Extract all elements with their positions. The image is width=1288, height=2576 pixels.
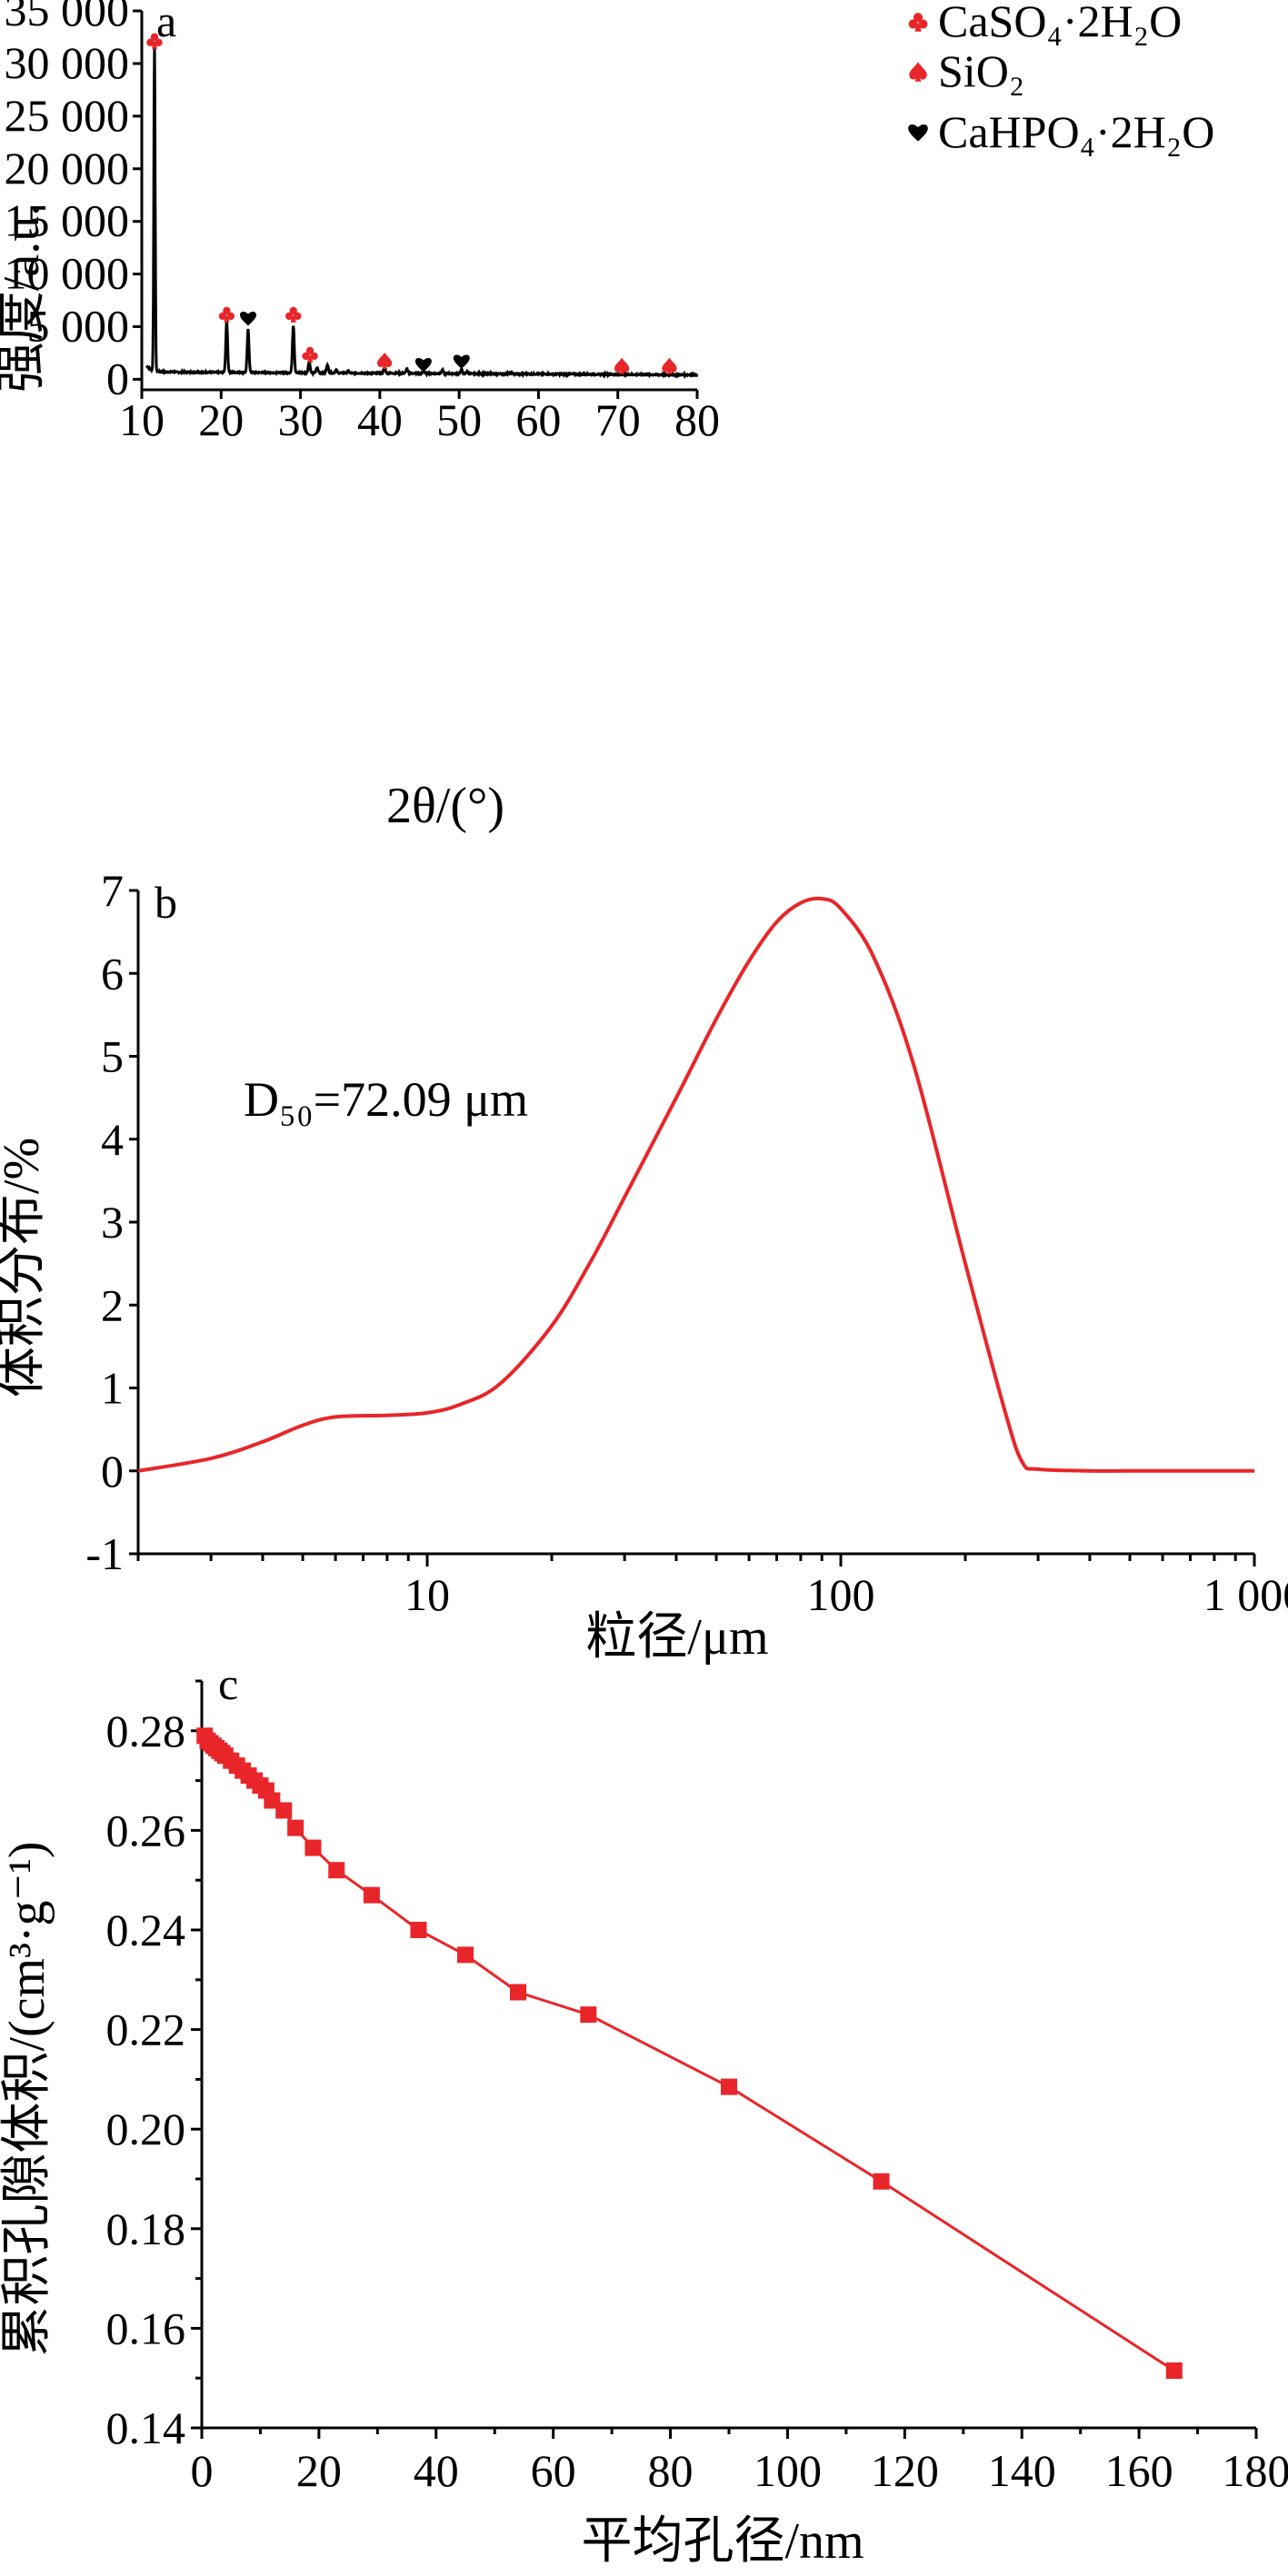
- panel-b-y-tick-label: 2: [101, 1279, 124, 1330]
- panel-a-peak-marker-club: [218, 306, 235, 323]
- panel-a-y-tick-label: 20 000: [5, 143, 130, 194]
- panel-c-pore-volume-line: [203, 1735, 1175, 2372]
- legend-entry-label: CaSO₄·2H₂O: [938, 0, 1182, 46]
- panel-c-x-tick-label: 100: [754, 2445, 822, 2496]
- panel-c-x-tick-label: 60: [531, 2445, 576, 2496]
- panel-a-y-tick-label: 15 000: [5, 195, 130, 246]
- panel-a-peak-marker-heart: [239, 312, 256, 326]
- panel-a-x-tick-label: 50: [436, 394, 482, 445]
- panel-a-peak-marker-club: [285, 306, 302, 323]
- panel-c-data-point: [873, 2173, 890, 2190]
- panel-b-y-tick-label: 0: [101, 1446, 124, 1497]
- panel-c-data-point: [410, 1922, 427, 1938]
- panel-b-d50-annotation: D₅₀=72.09 μm: [244, 1072, 528, 1127]
- panel-a-x-tick-label: 60: [515, 394, 561, 445]
- panel-c-y-tick-label: 0.18: [106, 2203, 186, 2254]
- panel-c-y-tick-label: 0.26: [106, 1805, 186, 1855]
- panel-a-y-tick-label: 10 000: [5, 248, 130, 299]
- panel-a-peak-marker-spade: [614, 357, 630, 374]
- panel-b-x-axis-label: 粒径/μm: [585, 1609, 768, 1666]
- panel-c-y-tick-label: 0.14: [106, 2402, 186, 2453]
- panel-b-axes: [136, 890, 1254, 1556]
- legend-entry-label: SiO₂: [938, 45, 1024, 96]
- panel-a-x-tick-label: 40: [357, 394, 403, 445]
- panel-b-y-tick-label: 1: [101, 1363, 124, 1414]
- panel-c-x-tick-label: 40: [414, 2445, 459, 2496]
- panel-b-y-tick-label: 7: [101, 865, 124, 916]
- legend-symbol-club: [908, 13, 928, 32]
- panel-c-x-tick-label: 20: [296, 2445, 342, 2496]
- panel-c-data-point: [363, 1886, 380, 1904]
- panel-b-y-tick-label: 5: [101, 1031, 124, 1082]
- panel-a-peak-marker-heart: [453, 354, 470, 370]
- panel-b-y-axis-label: 体积分布/%: [0, 1138, 50, 1397]
- panel-b-y-tick-label: 4: [101, 1114, 124, 1165]
- panel-a-peak-marker-club: [302, 346, 318, 363]
- panel-a-x-axis-label: 2θ/(°): [386, 778, 504, 834]
- panel-a-peak-marker-spade: [662, 357, 677, 374]
- panel-b-y-tick-label: -1: [85, 1528, 124, 1579]
- panel-c-y-tick-label: 0.22: [106, 2004, 186, 2055]
- panel-a-x-tick-label: 20: [198, 394, 244, 445]
- panel-c-pore-volume-chart: c 平均孔径/nm 累积孔隙体积/(cm³·g⁻¹) 0 20 40 60 80 100 1…: [0, 1658, 1288, 2570]
- panel-a-y-tick-label: 5 000: [27, 301, 130, 352]
- panel-a-x-tick-label: 70: [595, 394, 641, 445]
- panel-a-y-tick-label: 35 000: [5, 0, 130, 35]
- panel-c-x-axis-label: 平均孔径/nm: [581, 2513, 864, 2570]
- panel-a-xrd-line: [145, 41, 699, 380]
- panel-a-y-tick-label: 25 000: [5, 90, 130, 141]
- panel-c-axes: [200, 1681, 1256, 2430]
- panel-c-data-point: [275, 1802, 293, 1819]
- panel-c-data-point: [457, 1946, 474, 1964]
- panel-c-data-point: [1165, 2362, 1183, 2379]
- legend-entry-label: CaHPO₄·2H₂O: [938, 106, 1214, 157]
- panel-a-y-axis-label: 强度/a.u.: [0, 204, 50, 393]
- panel-b-y-tick-label: 3: [101, 1197, 124, 1248]
- panel-c-x-tick-label: 160: [1105, 2445, 1173, 2496]
- legend-symbol-heart: [908, 124, 928, 142]
- panel-c-y-axis-label: 累积孔隙体积/(cm³·g⁻¹): [0, 1841, 55, 2356]
- panel-c-data-point: [287, 1819, 305, 1836]
- panel-a-x-tick-label: 80: [674, 394, 720, 445]
- panel-c-y-tick-label: 0.24: [106, 1905, 186, 1955]
- panel-b-x-tick-label: 10: [404, 1569, 450, 1620]
- panel-c-y-tick-label: 0.28: [106, 1706, 186, 1756]
- panel-c-y-tick-label: 0.16: [106, 2302, 186, 2353]
- panel-c-data-point: [510, 1984, 526, 2001]
- panel-b-x-tick-label: 1 000: [1203, 1569, 1288, 1620]
- panel-a-x-tick-label: 10: [119, 394, 165, 445]
- panel-c-data-point: [305, 1839, 322, 1856]
- panel-a-y-tick-label: 30 000: [5, 37, 130, 88]
- panel-c-data-point: [328, 1862, 345, 1879]
- panel-b-label: b: [155, 877, 177, 928]
- panel-b-y-tick-label: 6: [101, 948, 124, 999]
- panel-c-data-point: [580, 2006, 597, 2024]
- panel-c-y-tick-label: 0.20: [106, 2104, 186, 2154]
- panel-c-x-tick-label: 0: [191, 2445, 214, 2496]
- panel-c-x-tick-label: 120: [871, 2445, 939, 2496]
- legend-symbol-spade: [909, 62, 927, 82]
- panel-c-x-tick-label: 140: [988, 2445, 1056, 2496]
- panel-a-label: a: [156, 0, 176, 46]
- panel-b-x-tick-label: 100: [807, 1569, 875, 1620]
- panel-c-data-point: [721, 2078, 737, 2095]
- panel-c-x-tick-label: 80: [648, 2445, 694, 2496]
- panel-b-distribution-line: [137, 896, 1254, 1473]
- panel-a-x-tick-label: 30: [278, 394, 324, 445]
- panel-a-peak-marker-spade: [376, 352, 393, 369]
- panel-c-x-tick-label: 180: [1223, 2445, 1288, 2496]
- panel-c-label: c: [218, 1658, 238, 1709]
- panel-a-y-tick-label: 0: [106, 353, 129, 403]
